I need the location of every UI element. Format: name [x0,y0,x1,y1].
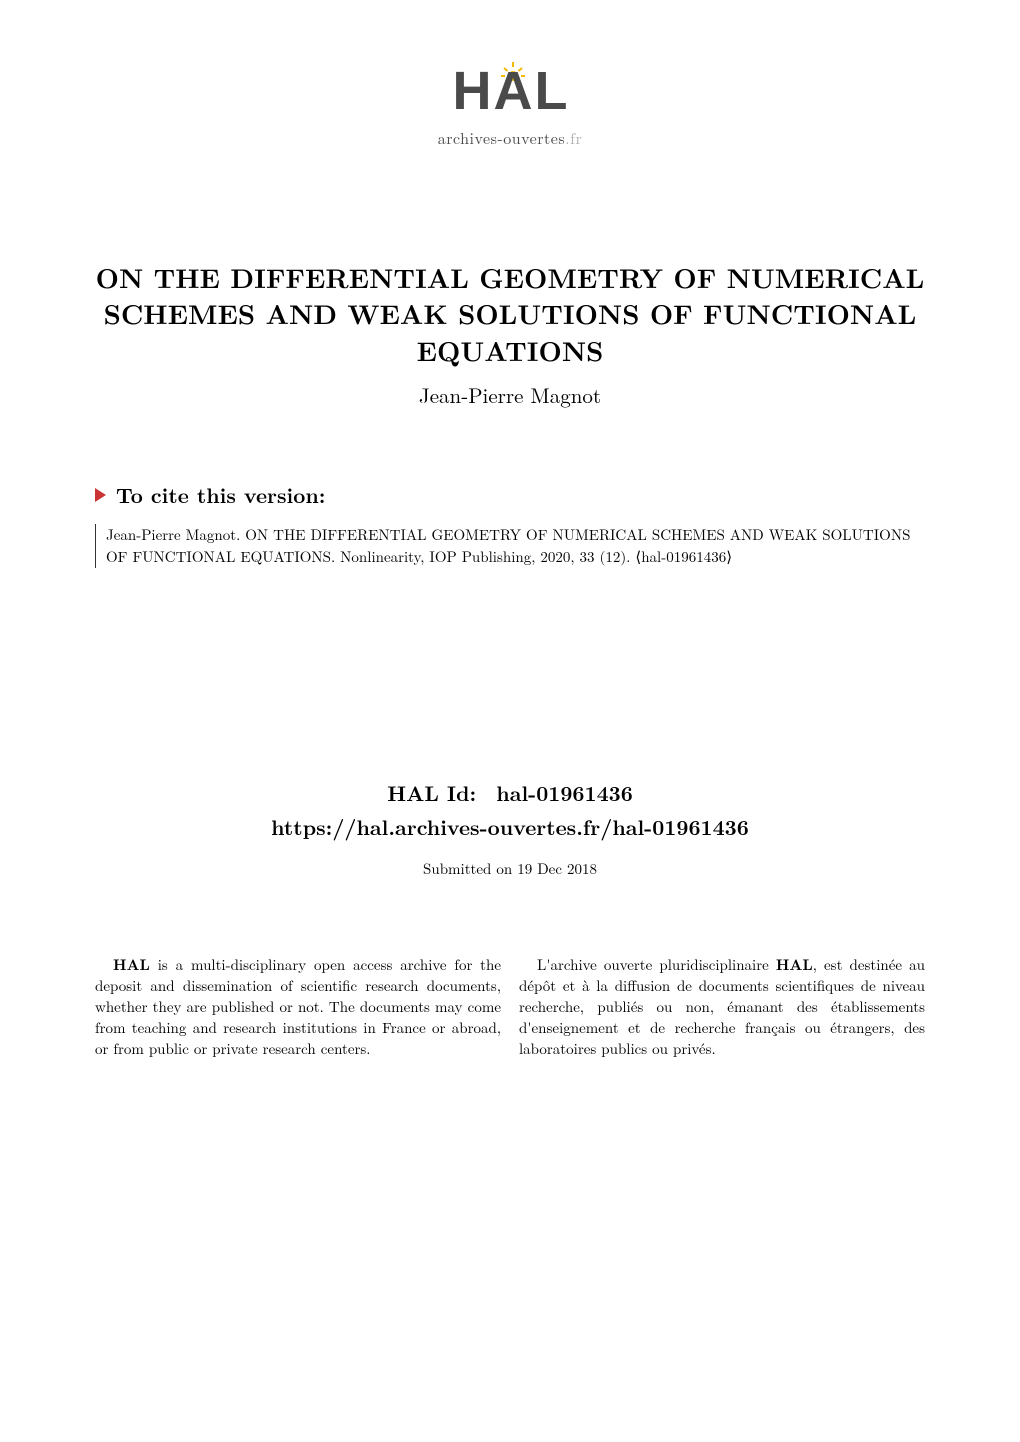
paper-title: ON THE DIFFERENTIAL GEOMETRY OF NUMERICA… [80,259,940,368]
cite-body: Jean-Pierre Magnot. ON THE DIFFERENTIAL … [95,524,925,568]
desc-right-prefix: L'archive ouverte pluridisciplinaire [537,954,776,975]
description-left: HAL is a multi-disciplinary open access … [95,954,501,1059]
hal-logo: H A L archives-ouvertes.fr [438,60,583,149]
logo-letter-a: A [493,61,532,121]
desc-left-rest: is a multi-disciplinary open access arch… [95,954,501,1059]
cite-header: To cite this version: [95,480,925,510]
logo-tagline: archives-ouvertes.fr [438,126,583,149]
title-block: ON THE DIFFERENTIAL GEOMETRY OF NUMERICA… [0,259,1020,410]
desc-left-bold: HAL [113,954,150,975]
cite-header-text: To cite this version: [116,480,325,510]
paper-author: Jean-Pierre Magnot [80,380,940,410]
submitted-date: Submitted on 19 Dec 2018 [0,858,1020,879]
halid-block: HAL Id: hal-01961436 https://hal.archive… [0,778,1020,842]
logo-letter-a-wrap: A [493,60,532,122]
logo-container: H A L archives-ouvertes.fr [0,0,1020,199]
halid-label: HAL Id: hal-01961436 [0,778,1020,808]
description-columns: HAL is a multi-disciplinary open access … [0,954,1020,1059]
logo-tagline-main: archives-ouvertes [438,126,565,149]
logo-letters: H A L [452,60,567,122]
logo-letter-l: L [534,60,567,122]
logo-letter-h: H [452,60,491,122]
triangle-right-icon [95,488,106,502]
description-right: L'archive ouverte pluridisciplinaire HAL… [519,954,925,1059]
cite-section: To cite this version: Jean-Pierre Magnot… [0,480,1020,568]
desc-right-bold: HAL [776,954,813,975]
halid-url[interactable]: https://hal.archives-ouvertes.fr/hal-019… [0,812,1020,842]
logo-tagline-suffix: .fr [565,126,582,149]
